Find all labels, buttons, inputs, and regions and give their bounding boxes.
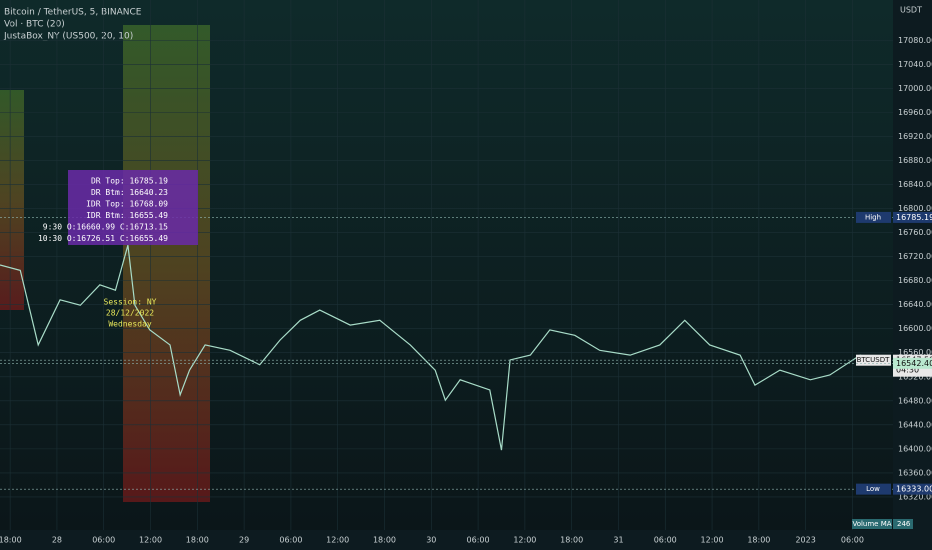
countdown: 04:30 <box>896 366 919 375</box>
x-tick-label: 31 <box>613 536 623 545</box>
x-tick-label: 18:00 <box>186 536 209 545</box>
y-tick-label: 16320.00 <box>898 492 932 501</box>
price-name: BTCUSDT <box>857 356 891 364</box>
indicator: JustaBox_NY (US500, 20, 10) <box>3 32 133 42</box>
x-tick-label: 30 <box>426 536 436 545</box>
price-name-bg <box>856 483 891 495</box>
price-name-bg <box>856 354 891 366</box>
price-label-bg <box>893 211 932 223</box>
price-label: 16785.19 <box>896 213 932 222</box>
session-box <box>123 25 210 502</box>
y-tick-label: 16400.00 <box>898 444 932 453</box>
y-tick-label: 17040.00 <box>898 60 932 69</box>
price-label-bg <box>893 483 932 495</box>
x-tick-label: 2023 <box>795 536 815 545</box>
y-tick-label: 16760.00 <box>898 228 932 237</box>
y-tick-label: 16680.00 <box>898 276 932 285</box>
x-tick-label: 06:00 <box>279 536 302 545</box>
y-tick-label: 17000.00 <box>898 84 932 93</box>
x-tick-label: 12:00 <box>513 536 536 545</box>
info-box <box>68 170 198 245</box>
price-label: 16542.40 <box>896 359 932 368</box>
indicator: Vol · BTC (20) <box>4 20 65 30</box>
chart-title: Bitcoin / TetherUS, 5, BINANCE <box>4 8 142 18</box>
y-tick-label: 16920.00 <box>898 132 932 141</box>
currency: USDT <box>900 6 922 15</box>
info-line: DR Top: 16785.19 <box>91 177 168 186</box>
x-tick-label: 06:00 <box>467 536 490 545</box>
price-name: High <box>865 213 881 221</box>
x-tick-label: 06:00 <box>654 536 677 545</box>
x-tick-label: 18:00 <box>373 536 396 545</box>
x-tick-label: 06:00 <box>841 536 864 545</box>
session-label: 28/12/2022 <box>106 309 154 318</box>
y-tick-label: 16960.00 <box>898 108 932 117</box>
y-tick-label: 17080.00 <box>898 36 932 45</box>
y-tick-label: 16640.00 <box>898 300 932 309</box>
volume-ma-bg <box>852 519 892 529</box>
x-tick-label: 28 <box>52 536 62 545</box>
x-tick-label: 18:00 <box>747 536 770 545</box>
price-axis <box>893 0 932 550</box>
y-tick-label: 16440.00 <box>898 420 932 429</box>
x-tick-label: 06:00 <box>92 536 115 545</box>
volume-ma-name: Volume MA <box>852 520 891 528</box>
y-tick-label: 16480.00 <box>898 396 932 405</box>
y-tick-label: 16840.00 <box>898 180 932 189</box>
y-tick-label: 16720.00 <box>898 252 932 261</box>
info-line: DR Btm: 16640.23 <box>91 188 168 197</box>
price-name: Low <box>866 485 880 493</box>
y-tick-label: 16360.00 <box>898 468 932 477</box>
x-tick-label: 12:00 <box>139 536 162 545</box>
x-tick-label: 12:00 <box>326 536 349 545</box>
x-tick-label: 12:00 <box>701 536 724 545</box>
volume-ma-value: 246 <box>897 520 911 528</box>
session-label: Session: NY <box>104 298 157 307</box>
y-tick-label: 16600.00 <box>898 324 932 333</box>
time-axis <box>0 530 932 550</box>
info-line: IDR Top: 16768.09 <box>86 200 168 209</box>
info-line: 9:30 O:16660.99 C:16713.15 <box>43 223 168 232</box>
y-tick-label: 16520.00 <box>898 372 932 381</box>
price-name-bg <box>856 211 891 223</box>
info-line: 10:30 O:16726.51 C:16655.49 <box>38 234 168 243</box>
price-label: 16333.00 <box>896 485 932 494</box>
y-tick-label: 16880.00 <box>898 156 932 165</box>
session-box <box>0 90 24 310</box>
x-tick-label: 29 <box>239 536 249 545</box>
y-tick-label: 16560.00 <box>898 348 932 357</box>
x-tick-label: 18:00 <box>0 536 22 545</box>
price-line <box>0 245 891 451</box>
session-label: Wednesday <box>108 320 152 329</box>
y-tick-label: 16800.00 <box>898 204 932 213</box>
volume-ma-value-bg <box>893 519 913 529</box>
price-label-bg <box>893 357 932 369</box>
x-tick-label: 18:00 <box>560 536 583 545</box>
info-line: IDR Btm: 16655.49 <box>86 211 168 220</box>
